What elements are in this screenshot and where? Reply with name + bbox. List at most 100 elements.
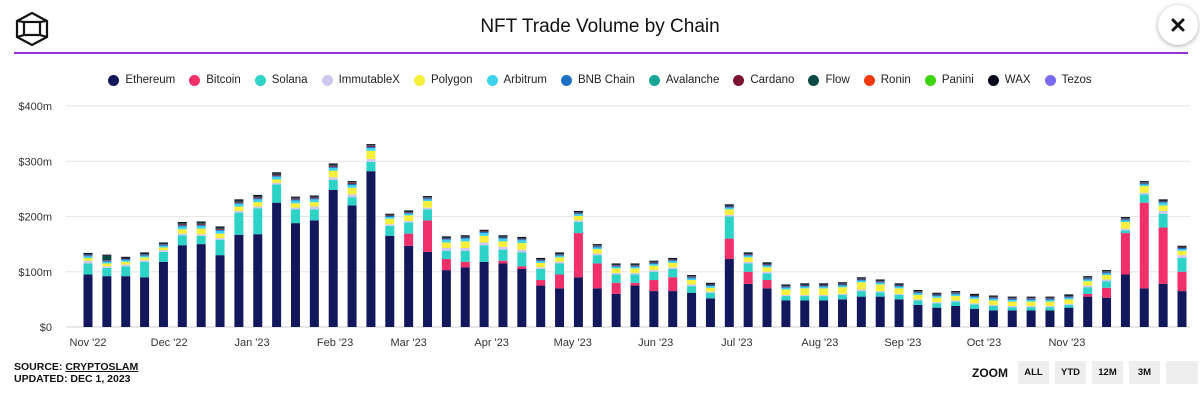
legend-item-immutablex[interactable]: ImmutableX bbox=[321, 74, 400, 86]
bar-segment bbox=[234, 234, 244, 327]
bar-segment bbox=[630, 274, 640, 283]
zoom-all-button[interactable]: ALL bbox=[1018, 361, 1049, 384]
bar-segment bbox=[498, 235, 508, 237]
legend-item-tezos[interactable]: Tezos bbox=[1044, 74, 1092, 86]
bar-segment bbox=[687, 286, 697, 293]
source-label: SOURCE: bbox=[14, 361, 63, 373]
source-link[interactable]: CRYPTOSLAM bbox=[65, 361, 139, 373]
bar-segment bbox=[177, 223, 187, 225]
legend-item-arbitrum[interactable]: Arbitrum bbox=[486, 74, 547, 86]
bar-segment bbox=[366, 150, 376, 160]
bar-segment bbox=[234, 203, 244, 207]
legend-swatch bbox=[189, 74, 201, 86]
bar-segment bbox=[592, 245, 602, 247]
bar-segment bbox=[630, 264, 640, 266]
legend-item-polygon[interactable]: Polygon bbox=[413, 74, 473, 86]
cube-logo-icon[interactable] bbox=[14, 11, 50, 47]
bar-segment bbox=[1064, 296, 1074, 297]
bar-segment bbox=[234, 202, 244, 204]
bar-segment bbox=[913, 289, 923, 292]
bar-segment bbox=[234, 200, 244, 202]
bar-segment bbox=[970, 303, 980, 305]
legend-item-bitcoin[interactable]: Bitcoin bbox=[189, 74, 241, 86]
bar-segment bbox=[932, 293, 942, 295]
legend-item-cardano[interactable]: Cardano bbox=[733, 74, 794, 86]
bar-segment bbox=[743, 253, 753, 255]
legend-item-flow[interactable]: Flow bbox=[808, 74, 850, 86]
bar-segment bbox=[479, 231, 489, 234]
bar-segment bbox=[441, 239, 451, 243]
bar-segment bbox=[347, 187, 357, 195]
bar-segment bbox=[951, 293, 961, 295]
close-button[interactable] bbox=[1158, 5, 1198, 45]
bar-segment bbox=[102, 276, 112, 327]
bar-segment bbox=[970, 304, 980, 309]
bar-segment bbox=[913, 294, 923, 300]
bar-segment bbox=[1158, 199, 1168, 201]
bar-segment bbox=[423, 198, 433, 200]
bar-segment bbox=[555, 274, 565, 289]
bar-segment bbox=[1007, 299, 1017, 302]
bar-segment bbox=[1045, 301, 1055, 307]
bar-segment bbox=[536, 261, 546, 263]
bar-segment bbox=[970, 295, 980, 297]
bar-segment bbox=[988, 297, 998, 299]
bar-segment bbox=[309, 196, 319, 198]
bar-segment bbox=[460, 235, 470, 237]
legend-item-ronin[interactable]: Ronin bbox=[863, 74, 911, 86]
bar-segment bbox=[140, 257, 150, 261]
bar-segment bbox=[875, 281, 885, 282]
bar-segment bbox=[856, 277, 866, 279]
x-tick-label: May '23 bbox=[554, 337, 592, 349]
bar-segment bbox=[1064, 295, 1074, 297]
source-note: SOURCE: CRYPTOSLAM UPDATED: DEC 1, 2023 bbox=[14, 361, 138, 385]
legend-item-ethereum[interactable]: Ethereum bbox=[108, 74, 175, 86]
bar-segment bbox=[1158, 283, 1168, 327]
legend-item-solana[interactable]: Solana bbox=[254, 74, 308, 86]
bar-segment bbox=[687, 276, 697, 277]
legend-label: Bitcoin bbox=[206, 74, 241, 86]
legend-label: Ethereum bbox=[125, 74, 176, 86]
bar-segment bbox=[800, 285, 810, 287]
bar-segment bbox=[837, 287, 847, 294]
bar-segment bbox=[196, 221, 206, 223]
zoom-ytd-button[interactable]: YTD bbox=[1055, 361, 1086, 384]
bar-segment bbox=[385, 215, 395, 216]
bar-segment bbox=[102, 261, 112, 264]
bar-segment bbox=[385, 224, 395, 226]
bar-segment bbox=[1045, 299, 1055, 302]
bar-segment bbox=[290, 199, 300, 201]
bar-segment bbox=[555, 254, 565, 255]
bar-segment bbox=[1064, 299, 1074, 304]
bar-segment bbox=[951, 296, 961, 301]
bar-segment bbox=[573, 220, 583, 223]
bar-segment bbox=[611, 266, 621, 269]
bar-segment bbox=[743, 254, 753, 255]
bar-segment bbox=[328, 165, 338, 167]
bar-segment bbox=[140, 255, 150, 258]
bar-segment bbox=[1064, 296, 1074, 298]
legend-item-wax[interactable]: WAX bbox=[987, 74, 1031, 86]
zoom-3m-button[interactable]: 3M bbox=[1129, 361, 1160, 384]
legend-item-avalanche[interactable]: Avalanche bbox=[648, 74, 719, 86]
bar-segment bbox=[1139, 186, 1149, 193]
legend-swatch bbox=[863, 74, 875, 86]
bar-segment bbox=[705, 286, 715, 288]
close-icon bbox=[1171, 18, 1185, 32]
bar-segment bbox=[404, 233, 414, 246]
zoom-12m-button[interactable]: 12M bbox=[1092, 361, 1123, 384]
legend-item-panini[interactable]: Panini bbox=[924, 74, 974, 86]
zoom-extra-button[interactable] bbox=[1166, 361, 1198, 384]
bar-segment bbox=[347, 183, 357, 186]
bar-segment bbox=[460, 247, 470, 251]
bar-segment bbox=[1045, 307, 1055, 311]
legend-swatch bbox=[560, 74, 572, 86]
bar-segment bbox=[498, 246, 508, 250]
bar-segment bbox=[140, 252, 150, 254]
legend-item-bnb-chain[interactable]: BNB Chain bbox=[560, 74, 635, 86]
bar-segment bbox=[536, 268, 546, 281]
bar-segment bbox=[102, 267, 112, 277]
legend-swatch bbox=[733, 74, 745, 86]
bar-segment bbox=[743, 283, 753, 327]
bar-segment bbox=[309, 195, 319, 197]
